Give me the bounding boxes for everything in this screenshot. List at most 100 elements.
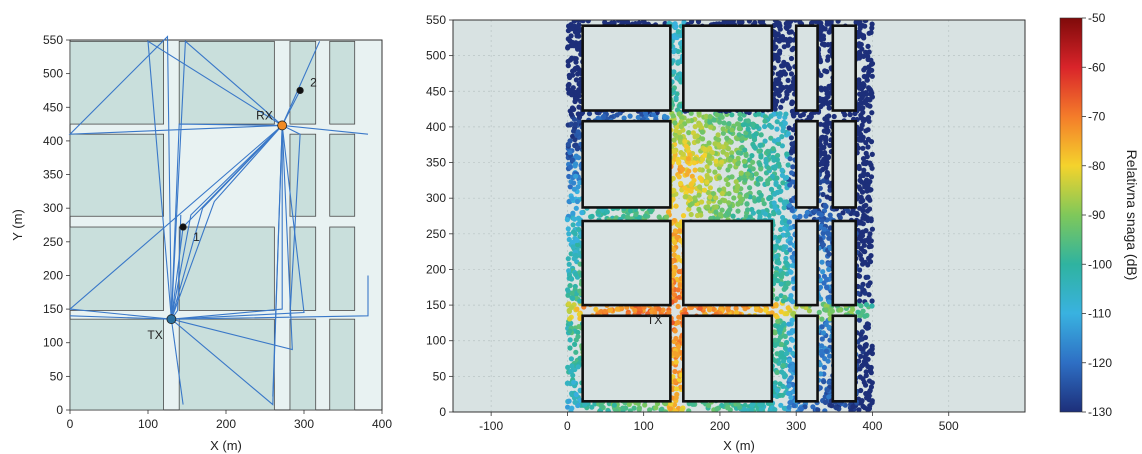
signal-sample <box>833 405 840 411</box>
signal-sample <box>827 120 833 126</box>
signal-sample <box>704 179 710 185</box>
signal-sample <box>627 208 633 214</box>
signal-sample <box>774 278 781 284</box>
signal-heatmap-plot: TX -100 0 100 200 300 400 500 0 50 100 150 200 250 3… <box>426 13 1026 453</box>
colorbar-tick-label: -110 <box>1088 307 1111 321</box>
signal-sample <box>777 334 784 340</box>
signal-sample <box>779 324 785 330</box>
signal-sample <box>867 160 873 166</box>
signal-sample <box>688 110 694 116</box>
signal-sample <box>678 139 684 145</box>
signal-sample <box>566 231 572 237</box>
signal-sample <box>783 284 789 290</box>
signal-sample <box>701 187 708 193</box>
signal-sample <box>742 177 748 183</box>
signal-sample <box>616 20 622 23</box>
signal-sample <box>576 89 583 95</box>
signal-sample <box>675 254 681 260</box>
left-y-axis-label: Y (m) <box>10 209 25 241</box>
signal-sample <box>812 207 818 214</box>
signal-sample <box>746 20 752 24</box>
signal-sample <box>867 259 874 265</box>
signal-sample <box>577 298 583 304</box>
signal-sample <box>689 173 695 179</box>
signal-sample <box>673 409 679 412</box>
signal-sample <box>756 196 762 202</box>
signal-sample <box>565 58 571 65</box>
signal-sample <box>856 137 862 143</box>
signal-sample <box>670 196 676 202</box>
signal-sample <box>786 390 792 397</box>
signal-sample <box>734 310 740 316</box>
signal-sample <box>787 400 793 406</box>
signal-sample <box>743 213 750 219</box>
signal-sample <box>867 179 873 185</box>
signal-sample <box>747 185 753 191</box>
signal-sample <box>769 310 775 316</box>
signal-sample <box>792 20 798 23</box>
signal-sample <box>678 32 684 39</box>
signal-sample <box>573 252 579 258</box>
signal-sample <box>753 131 759 137</box>
signal-sample <box>783 111 789 117</box>
signal-sample <box>865 217 871 224</box>
left-x-tick-label: 300 <box>294 417 314 431</box>
signal-sample <box>706 402 712 409</box>
signal-sample <box>819 343 825 349</box>
signal-sample <box>823 100 830 106</box>
signal-sample <box>765 181 771 187</box>
signal-sample <box>737 116 744 122</box>
signal-sample <box>785 22 791 28</box>
signal-sample <box>819 218 825 224</box>
signal-sample <box>696 122 703 128</box>
signal-sample <box>858 131 864 137</box>
signal-sample <box>850 404 856 410</box>
signal-sample <box>777 48 783 54</box>
signal-sample <box>680 213 687 219</box>
signal-sample <box>864 188 870 194</box>
signal-sample <box>633 211 639 218</box>
signal-sample <box>689 20 695 25</box>
signal-sample <box>569 363 575 369</box>
signal-sample <box>673 386 680 392</box>
signal-sample <box>662 113 668 119</box>
building-5 <box>178 226 275 311</box>
signal-sample <box>772 91 778 97</box>
signal-sample <box>772 20 778 23</box>
signal-sample <box>566 398 572 404</box>
signal-sample <box>676 344 682 350</box>
signal-sample <box>820 242 827 248</box>
signal-sample <box>673 23 679 30</box>
signal-sample <box>773 180 779 186</box>
signal-sample <box>569 87 575 93</box>
signal-sample <box>620 405 626 411</box>
signal-sample <box>614 306 620 312</box>
signal-sample <box>678 40 684 47</box>
signal-sample <box>752 20 758 26</box>
signal-sample <box>865 194 872 200</box>
signal-sample <box>695 138 701 144</box>
signal-sample <box>789 254 795 260</box>
signal-sample <box>751 144 757 150</box>
signal-sample <box>819 316 825 322</box>
signal-sample <box>822 394 828 400</box>
signal-sample <box>684 171 690 177</box>
signal-sample <box>565 256 571 262</box>
signal-sample <box>810 20 816 23</box>
signal-sample <box>702 146 708 153</box>
signal-sample <box>574 242 581 248</box>
signal-sample <box>829 403 835 409</box>
signal-sample <box>820 178 827 184</box>
signal-sample <box>861 242 867 248</box>
signal-sample <box>863 302 870 308</box>
signal-sample <box>720 126 726 132</box>
colorbar-gradient <box>1059 17 1083 413</box>
signal-sample <box>868 348 874 354</box>
signal-sample <box>714 112 720 118</box>
signal-sample <box>577 315 583 322</box>
signal-sample <box>735 155 741 161</box>
left-x-ticks: 0 100 200 300 400 <box>67 410 392 431</box>
signal-sample <box>854 211 860 218</box>
signal-sample <box>856 358 862 364</box>
signal-sample <box>694 212 701 219</box>
